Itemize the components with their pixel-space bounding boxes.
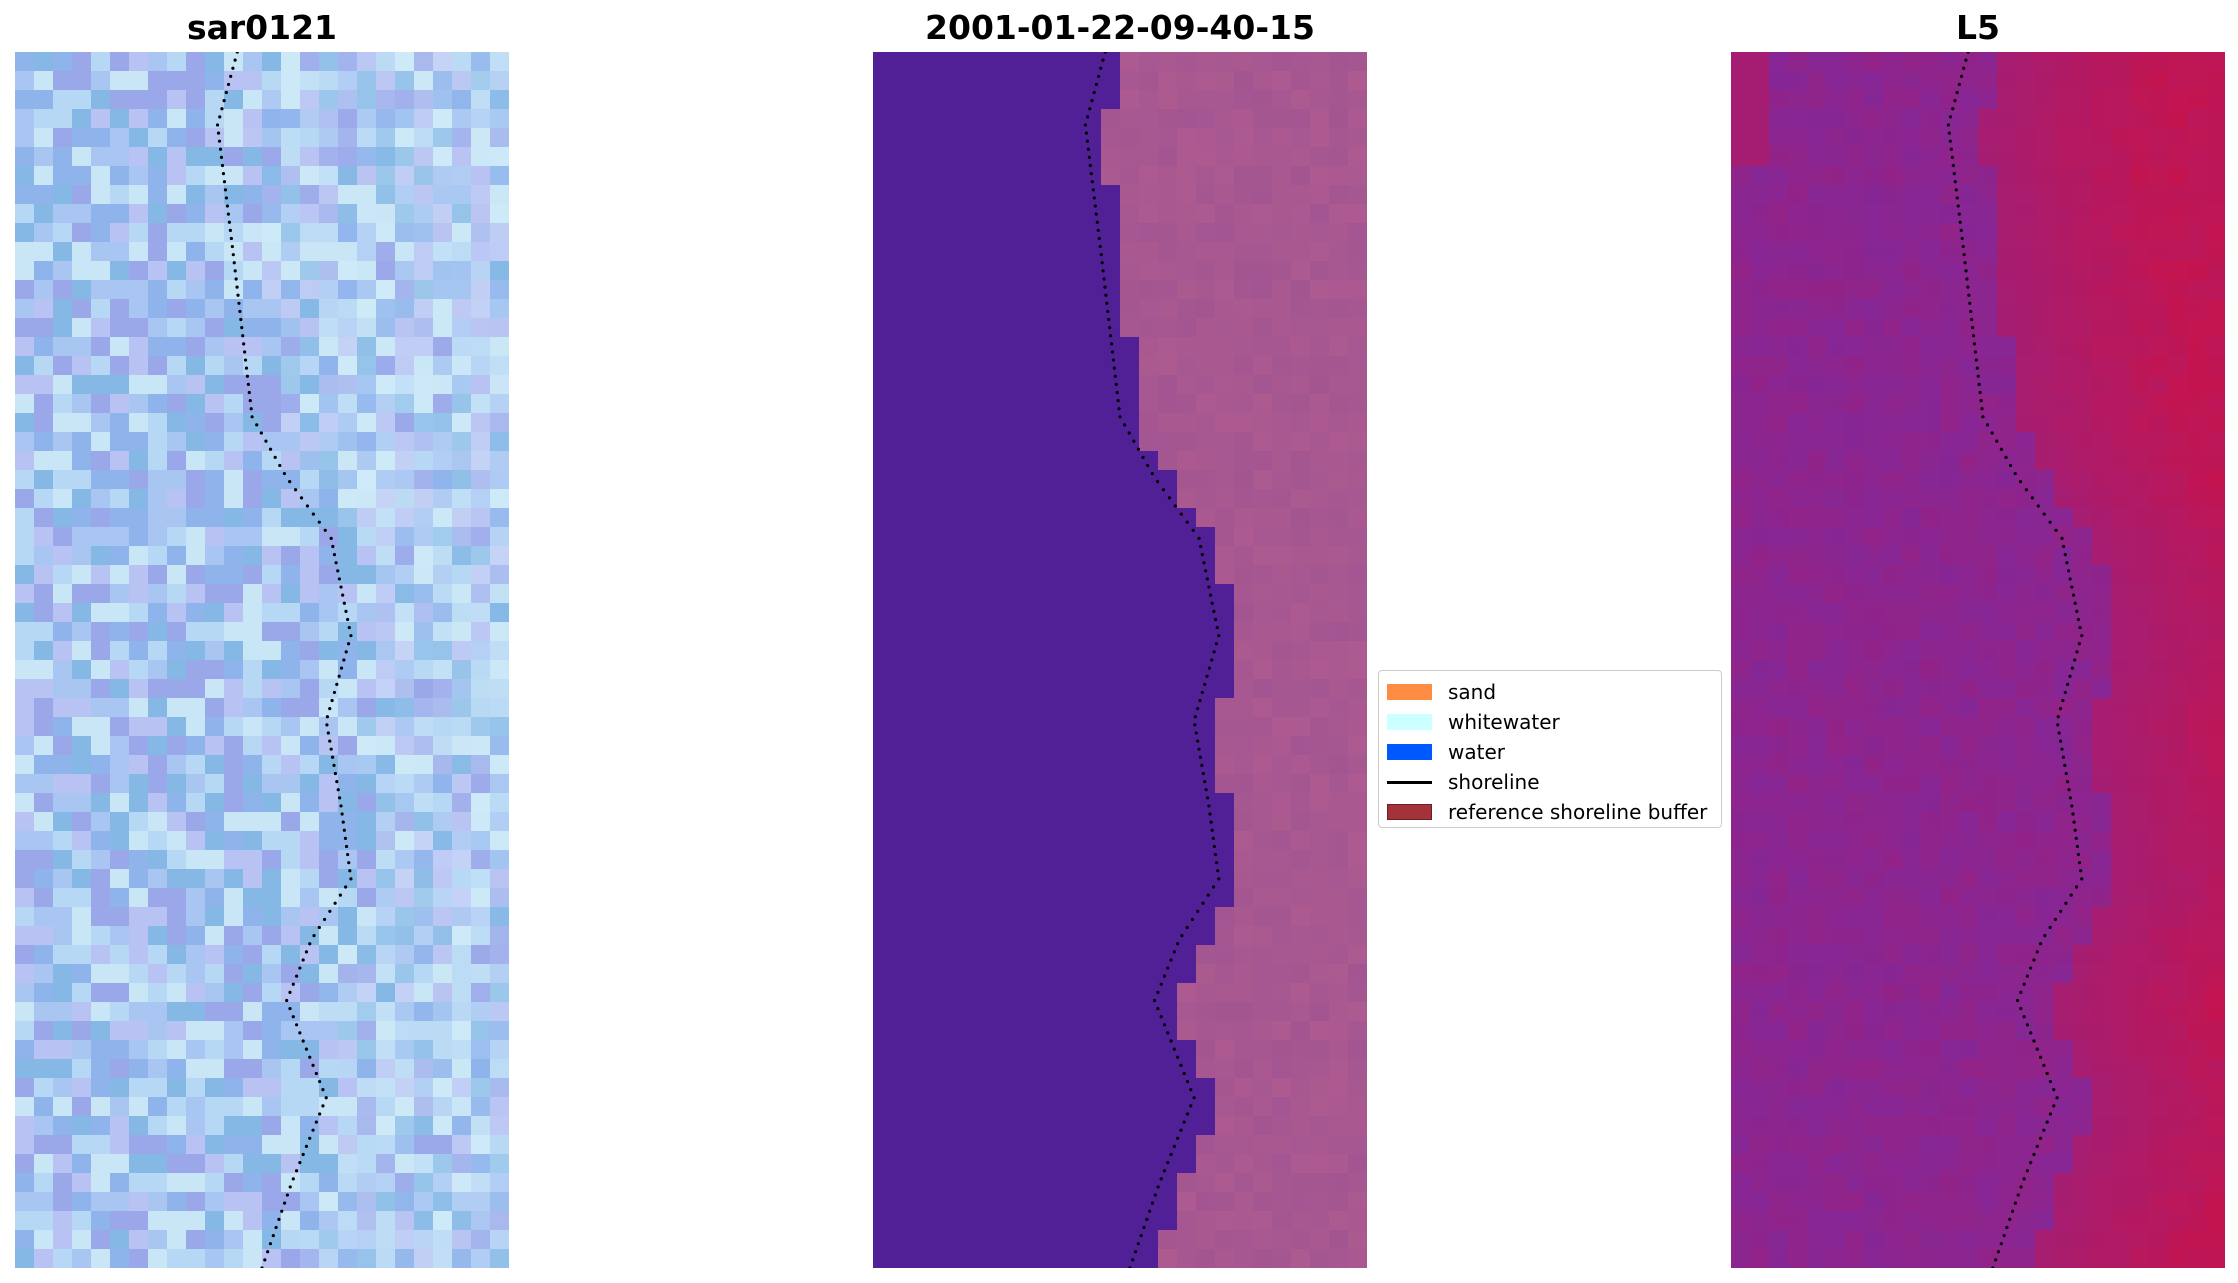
rgb-satellite-image	[15, 52, 509, 1268]
legend-label-shoreline: shoreline	[1448, 770, 1540, 794]
classified-image-panel	[873, 52, 1367, 1268]
sand-swatch	[1387, 684, 1432, 700]
panel-title-index: L5	[1956, 8, 2000, 47]
legend-item-water: water	[1387, 737, 1713, 767]
legend-item-sand: sand	[1387, 677, 1713, 707]
legend-label-reference-buffer: reference shoreline buffer	[1448, 800, 1708, 824]
panel-title-classified: 2001-01-22-09-40-15	[925, 8, 1315, 47]
panel-title-rgb: sar0121	[186, 8, 338, 47]
legend-item-whitewater: whitewater	[1387, 707, 1713, 737]
legend: sand whitewater water shoreline referenc…	[1378, 670, 1722, 828]
shoreline-dots	[1946, 52, 2084, 1268]
reference-buffer-swatch	[1387, 804, 1432, 820]
whitewater-swatch	[1387, 714, 1432, 730]
rgb-image-panel	[15, 52, 509, 1268]
legend-item-reference-buffer: reference shoreline buffer	[1387, 797, 1713, 827]
shoreline-line-swatch	[1387, 780, 1432, 784]
legend-label-water: water	[1448, 740, 1505, 764]
water-swatch	[1387, 744, 1432, 760]
index-image-panel	[1731, 52, 2225, 1268]
shoreline-dots	[1083, 52, 1221, 1268]
legend-label-whitewater: whitewater	[1448, 710, 1560, 734]
index-image	[1731, 52, 2225, 1268]
legend-label-sand: sand	[1448, 680, 1497, 704]
shoreline-dots	[215, 52, 353, 1268]
legend-item-shoreline: shoreline	[1387, 767, 1713, 797]
classified-image	[873, 52, 1367, 1268]
